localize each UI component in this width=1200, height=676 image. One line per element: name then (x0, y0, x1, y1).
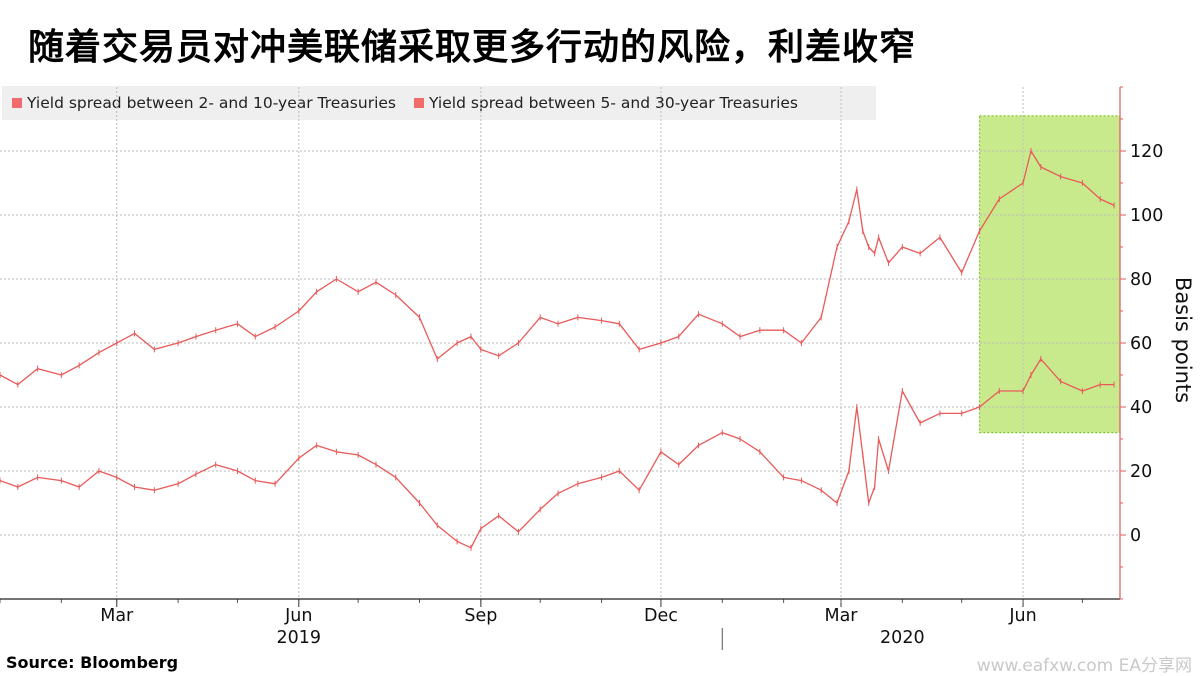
x-tick-label: Mar (100, 606, 134, 626)
x-tick-label: Jun (1008, 606, 1036, 626)
legend-swatch (12, 98, 22, 108)
y-tick-label: 0 (1130, 526, 1141, 546)
y-tick-label: 120 (1130, 142, 1163, 162)
legend-item-2s10s[interactable]: Yield spread between 2- and 10-year Trea… (12, 94, 396, 112)
y-tick-label: 80 (1130, 270, 1152, 290)
y-axis-label: Basis points (1171, 277, 1195, 403)
y-tick-label: 40 (1130, 398, 1152, 418)
x-tick-label: Dec (644, 606, 678, 626)
x-tick-label: Jun (284, 606, 312, 626)
y-tick-label: 20 (1130, 462, 1152, 482)
x-tick-label: Mar (824, 606, 858, 626)
x-tick-label: Sep (464, 606, 497, 626)
y-tick-label: 60 (1130, 334, 1152, 354)
legend-swatch (414, 98, 424, 108)
highlight-box (978, 115, 1121, 434)
y-tick-label: 100 (1130, 206, 1163, 226)
legend-label: Yield spread between 5- and 30-year Trea… (429, 94, 798, 112)
chart-title: 随着交易员对冲美联储采取更多行动的风险，利差收窄 (28, 26, 917, 68)
year-label: 2019 (277, 628, 322, 648)
year-label: 2020 (880, 628, 925, 648)
series-line-1 (0, 358, 1115, 549)
legend-item-5s30s[interactable]: Yield spread between 5- and 30-year Trea… (414, 94, 798, 112)
series-line-2 (0, 150, 1115, 386)
source-note: Source: Bloomberg (6, 653, 179, 672)
legend-label: Yield spread between 2- and 10-year Trea… (27, 94, 396, 112)
legend: Yield spread between 2- and 10-year Trea… (2, 86, 876, 120)
watermark: www.eafxw.com EA分享网 (976, 656, 1192, 676)
